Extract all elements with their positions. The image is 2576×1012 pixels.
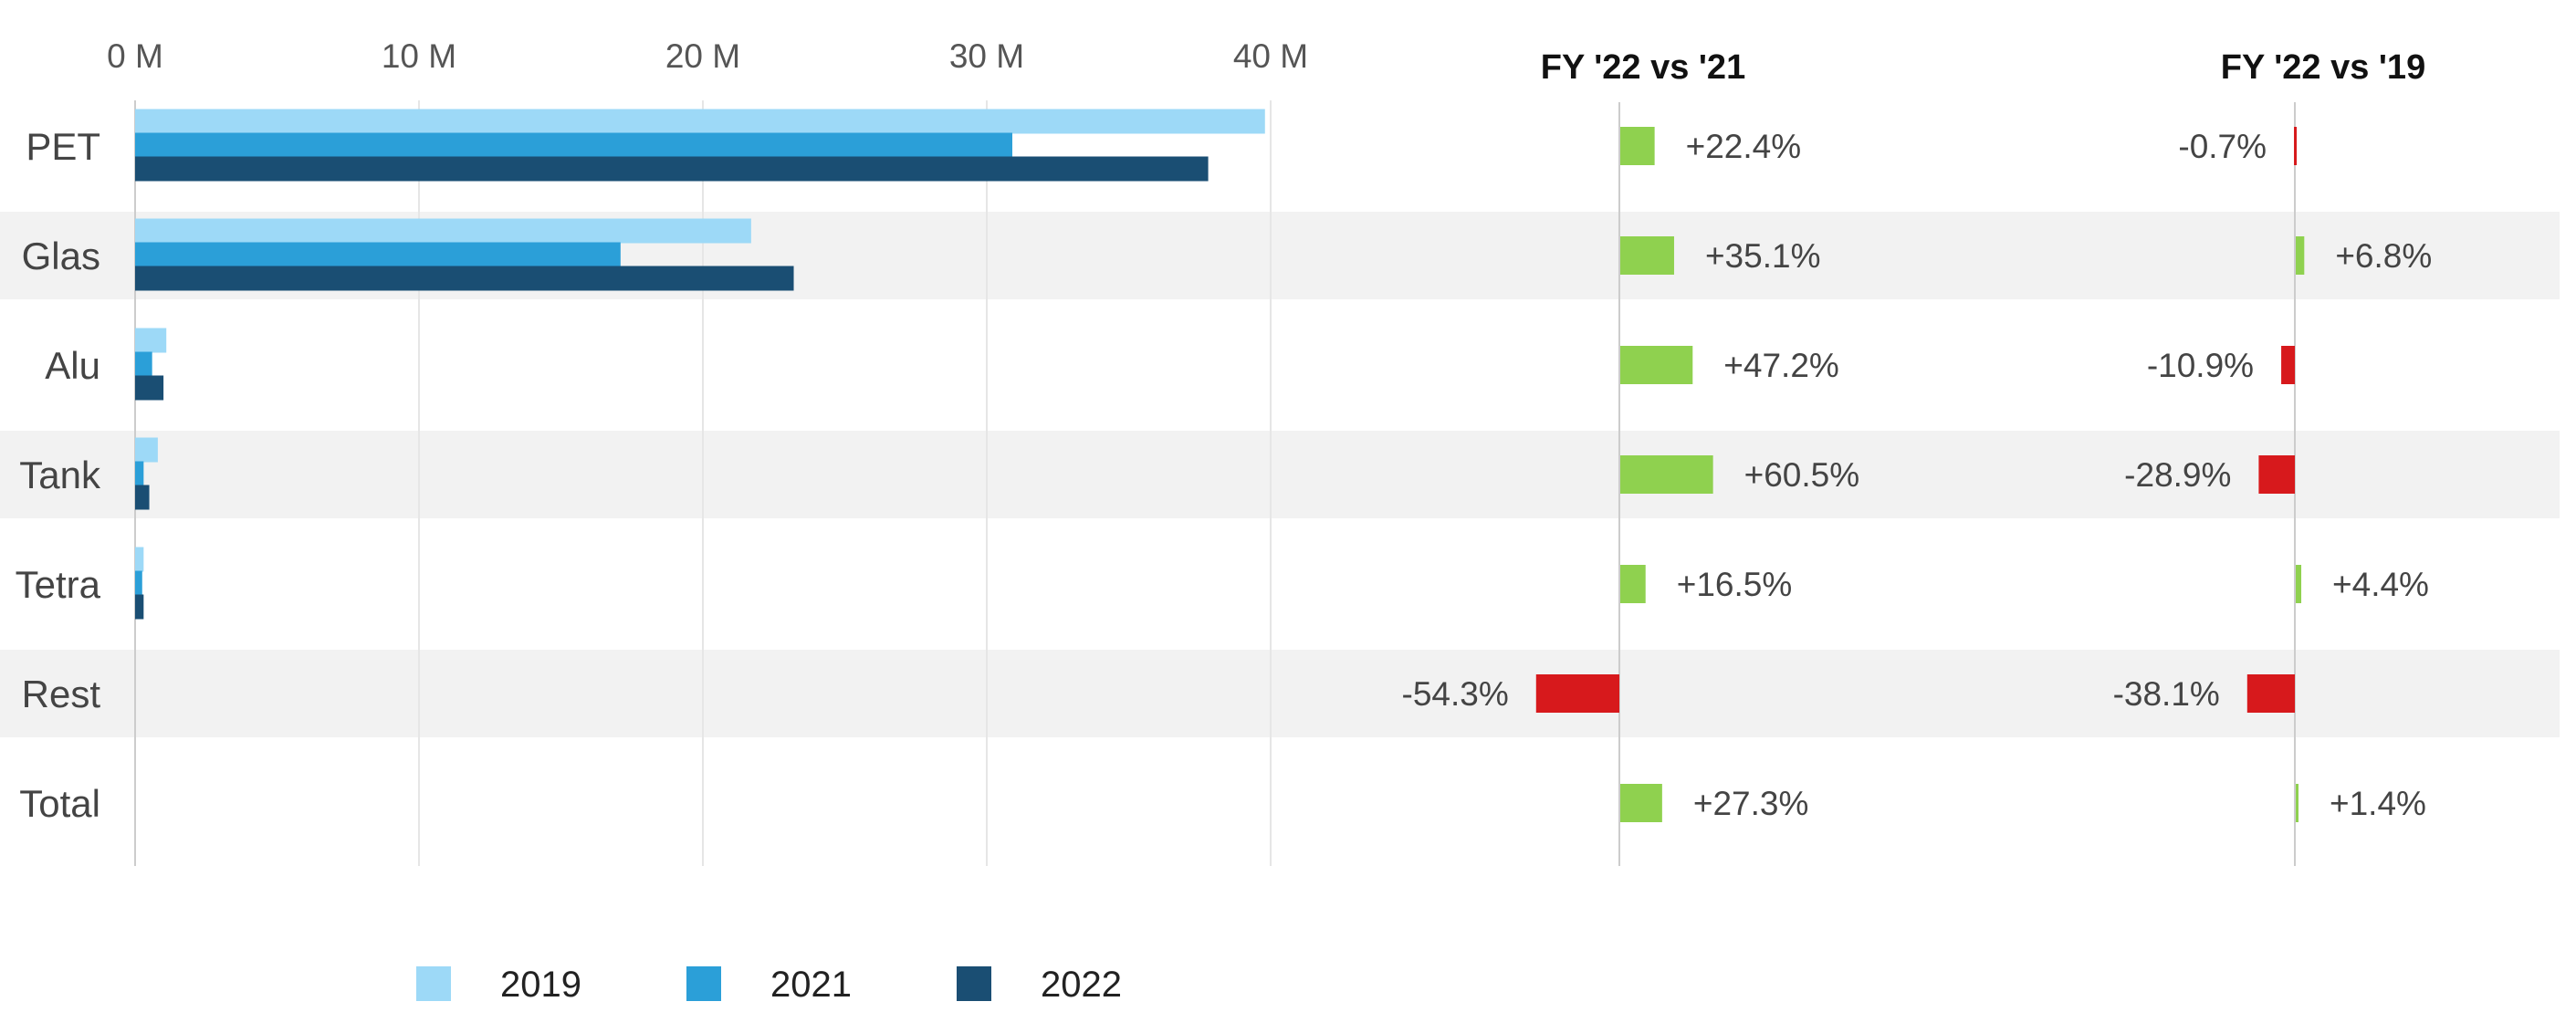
x-tick-label: 40 M: [1233, 37, 1308, 75]
x-tick-label: 10 M: [382, 37, 456, 75]
comparison-bar-2-alu: [2281, 346, 2295, 384]
comparison-bar-2-pet: [2294, 127, 2298, 165]
bar-2022-pet: [135, 156, 1209, 182]
comparison-title-2: FY '22 vs '19: [2221, 48, 2425, 87]
comparison-label-1-rest: -54.3%: [1402, 675, 1509, 713]
category-label-tetra: Tetra: [16, 563, 101, 606]
category-label-rest: Rest: [22, 673, 101, 715]
x-tick-label: 0 M: [107, 37, 163, 75]
comparison-bar-2-glas: [2296, 236, 2305, 275]
comparison-bar-1-rest: [1535, 674, 1619, 713]
comparison-label-2-tank: -28.9%: [2124, 456, 2231, 494]
bar-2022-tank: [135, 485, 150, 510]
comparison-bar-1-tank: [1620, 455, 1713, 494]
category-labels: PET Glas Alu Tank Tetra Rest Total: [16, 125, 101, 825]
bar-2021-alu: [135, 351, 152, 377]
x-axis-ticks: 0 M 10 M 20 M 30 M 40 M: [107, 37, 1308, 75]
comparison-label-2-alu: -10.9%: [2147, 347, 2254, 384]
legend-swatch-2021: [686, 966, 721, 1001]
legend-label-2019: 2019: [500, 965, 581, 1005]
category-label-tank: Tank: [19, 454, 101, 496]
comparison-label-1-alu: +47.2%: [1723, 347, 1839, 384]
comparison-title-1: FY '22 vs '21: [1541, 48, 1745, 87]
comparison-label-1-glas: +35.1%: [1705, 237, 1821, 275]
bar-2021-tank: [135, 461, 144, 486]
bar-2019-alu: [135, 328, 167, 353]
bar-2019-glas: [135, 218, 751, 244]
comparison-label-2-tetra: +4.4%: [2332, 566, 2429, 603]
bar-2022-tetra: [135, 594, 144, 620]
row-bands: [0, 212, 2560, 737]
row-band-tank: [0, 431, 2560, 518]
bar-2019-pet: [135, 109, 1265, 134]
row-band-rest: [0, 650, 2560, 737]
comparison-bar-2-tank: [2258, 455, 2295, 494]
category-label-glas: Glas: [22, 235, 100, 277]
comparison-bar-2-total: [2296, 784, 2299, 822]
comparison-bar-1-glas: [1620, 236, 1674, 275]
comparison-label-2-glas: +6.8%: [2335, 237, 2432, 275]
legend-label-2022: 2022: [1041, 965, 1122, 1005]
comparison-bar-2-tetra: [2296, 565, 2302, 603]
comparison-label-1-pet: +22.4%: [1686, 128, 1802, 165]
comparison-bar-1-pet: [1620, 127, 1655, 165]
x-tick-label: 20 M: [665, 37, 740, 75]
bar-2022-alu: [135, 375, 164, 401]
category-label-alu: Alu: [45, 344, 100, 387]
comparison-label-1-total: +27.3%: [1693, 785, 1809, 822]
legend-swatch-2022: [957, 966, 991, 1001]
legend-label-2021: 2021: [770, 965, 852, 1005]
comparison-label-1-tetra: +16.5%: [1677, 566, 1793, 603]
x-tick-label: 30 M: [949, 37, 1024, 75]
comparison-label-1-tank: +60.5%: [1744, 456, 1860, 494]
bar-2022-glas: [135, 266, 794, 291]
bar-2019-tank: [135, 437, 158, 463]
bar-2021-glas: [135, 242, 621, 267]
comparison-label-2-pet: -0.7%: [2178, 128, 2267, 165]
bar-series: [135, 109, 1265, 620]
comparison-panels: FY '22 vs '21 +22.4% +35.1% +47.2% +60.5% +16…: [1402, 48, 2432, 866]
comparison-bar-1-alu: [1620, 346, 1693, 384]
bar-2021-pet: [135, 132, 1012, 158]
comparison-label-2-rest: -38.1%: [2113, 675, 2220, 713]
legend-swatch-2019: [416, 966, 451, 1001]
legend: 2019 2021 2022: [416, 965, 1122, 1005]
comparison-label-2-total: +1.4%: [2330, 785, 2426, 822]
category-label-total: Total: [19, 782, 100, 825]
comparison-bar-1-total: [1620, 784, 1662, 822]
comparison-bar-1-tetra: [1620, 565, 1646, 603]
category-label-pet: PET: [26, 125, 100, 168]
comparison-bar-2-rest: [2246, 674, 2295, 713]
bar-2021-tetra: [135, 570, 142, 596]
bar-2019-tetra: [135, 547, 144, 572]
